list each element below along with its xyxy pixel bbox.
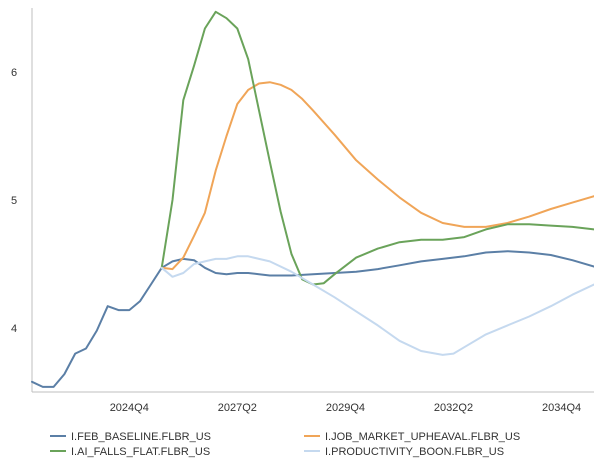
series-line-4 xyxy=(160,255,594,356)
series-line-1 xyxy=(31,250,594,388)
legend-label: I.AI_FALLS_FLAT.FLBR_US xyxy=(71,446,210,458)
x-tick-label: 2027Q2 xyxy=(218,402,257,414)
legend-label: I.FEB_BASELINE.FLBR_US xyxy=(71,431,211,443)
legend: I.FEB_BASELINE.FLBR_US I.JOB_MARKET_UPHEA… xyxy=(50,431,520,458)
x-tick-label: 2029Q4 xyxy=(326,402,365,414)
series-line-2 xyxy=(160,81,594,271)
y-tick-label: 5 xyxy=(11,195,17,207)
x-tick-label: 2024Q4 xyxy=(110,402,149,414)
y-tick-label: 4 xyxy=(11,323,17,335)
x-tick-label: 2032Q2 xyxy=(434,402,473,414)
series-line-3 xyxy=(160,10,594,286)
y-tick-label: 6 xyxy=(11,67,17,79)
axes: 4 5 6 2024Q4 2027Q2 2029Q4 2032Q2 2034Q4 xyxy=(11,8,594,414)
x-tick-label: 2034Q4 xyxy=(542,402,581,414)
legend-label: I.PRODUCTIVITY_BOON.FLBR_US xyxy=(325,446,504,458)
legend-label: I.JOB_MARKET_UPHEAVAL.FLBR_US xyxy=(325,431,520,443)
series-lines xyxy=(31,10,594,388)
